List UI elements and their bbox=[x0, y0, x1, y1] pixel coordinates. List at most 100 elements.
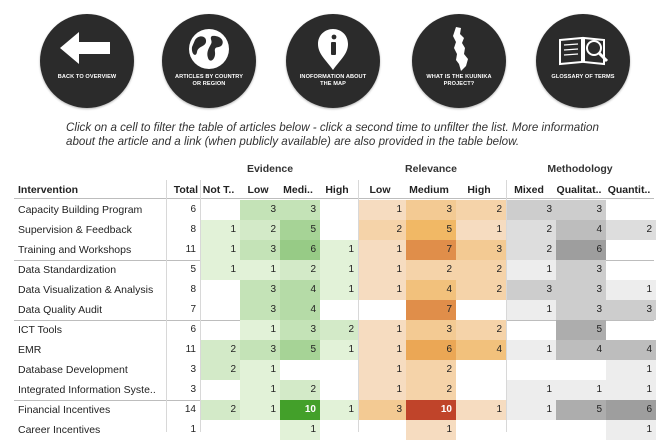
heatmap-cell[interactable]: 5 bbox=[556, 320, 606, 340]
heatmap-cell[interactable]: 1 bbox=[506, 300, 556, 320]
column-header-6[interactable]: High bbox=[467, 184, 491, 196]
heatmap-cell[interactable]: 1 bbox=[456, 400, 506, 420]
heatmap-cell[interactable]: 3 bbox=[556, 260, 606, 280]
column-header-2[interactable]: Medi.. bbox=[283, 184, 313, 196]
heatmap-cell[interactable]: 4 bbox=[280, 300, 320, 320]
row-label[interactable]: Integrated Information Syste.. bbox=[18, 384, 156, 396]
heatmap-cell[interactable]: 2 bbox=[280, 380, 320, 400]
heatmap-cell[interactable]: 1 bbox=[201, 240, 240, 260]
heatmap-cell[interactable]: 1 bbox=[606, 380, 656, 400]
heatmap-cell[interactable]: 6 bbox=[556, 240, 606, 260]
heatmap-cell[interactable]: 10 bbox=[406, 400, 456, 420]
heatmap-cell[interactable] bbox=[320, 220, 358, 240]
heatmap-cell[interactable]: 1 bbox=[606, 420, 656, 440]
heatmap-cell[interactable]: 1 bbox=[556, 380, 606, 400]
heatmap-cell[interactable]: 2 bbox=[320, 320, 358, 340]
column-header-4[interactable]: Low bbox=[369, 184, 391, 196]
column-header-8[interactable]: Qualitat.. bbox=[556, 184, 602, 196]
heatmap-cell[interactable]: 1 bbox=[358, 380, 406, 400]
heatmap-cell[interactable]: 2 bbox=[456, 260, 506, 280]
column-header-7[interactable]: Mixed bbox=[514, 184, 544, 196]
heatmap-cell[interactable] bbox=[506, 360, 556, 380]
heatmap-cell[interactable]: 2 bbox=[506, 240, 556, 260]
heatmap-cell[interactable]: 3 bbox=[556, 280, 606, 300]
heatmap-cell[interactable]: 5 bbox=[280, 220, 320, 240]
heatmap-cell[interactable]: 5 bbox=[280, 340, 320, 360]
heatmap-cell[interactable]: 1 bbox=[358, 320, 406, 340]
heatmap-cell[interactable]: 3 bbox=[406, 320, 456, 340]
heatmap-cell[interactable] bbox=[556, 420, 606, 440]
row-label[interactable]: Supervision & Feedback bbox=[18, 224, 132, 236]
heatmap-cell[interactable] bbox=[456, 360, 506, 380]
heatmap-cell[interactable] bbox=[320, 300, 358, 320]
heatmap-cell[interactable]: 1 bbox=[358, 200, 406, 220]
heatmap-cell[interactable]: 2 bbox=[456, 200, 506, 220]
row-label[interactable]: Capacity Building Program bbox=[18, 204, 143, 216]
heatmap-cell[interactable]: 3 bbox=[506, 280, 556, 300]
heatmap-cell[interactable]: 3 bbox=[358, 400, 406, 420]
heatmap-cell[interactable]: 10 bbox=[280, 400, 320, 420]
column-header-9[interactable]: Quantit.. bbox=[607, 184, 651, 196]
heatmap-cell[interactable]: 1 bbox=[240, 400, 280, 420]
heatmap-cell[interactable]: 1 bbox=[358, 360, 406, 380]
heatmap-cell[interactable] bbox=[320, 380, 358, 400]
heatmap-cell[interactable]: 4 bbox=[280, 280, 320, 300]
heatmap-cell[interactable]: 3 bbox=[606, 300, 656, 320]
heatmap-cell[interactable] bbox=[606, 260, 656, 280]
heatmap-cell[interactable]: 3 bbox=[240, 280, 280, 300]
heatmap-cell[interactable]: 1 bbox=[320, 340, 358, 360]
heatmap-cell[interactable]: 2 bbox=[240, 220, 280, 240]
heatmap-cell[interactable]: 2 bbox=[358, 220, 406, 240]
heatmap-cell[interactable]: 2 bbox=[201, 400, 240, 420]
heatmap-cell[interactable] bbox=[201, 280, 240, 300]
heatmap-cell[interactable]: 3 bbox=[240, 300, 280, 320]
row-total[interactable]: 5 bbox=[190, 264, 196, 275]
column-header-1[interactable]: Low bbox=[247, 184, 269, 196]
heatmap-cell[interactable]: 5 bbox=[406, 220, 456, 240]
heatmap-cell[interactable] bbox=[201, 320, 240, 340]
heatmap-cell[interactable]: 1 bbox=[320, 280, 358, 300]
row-label[interactable]: EMR bbox=[18, 344, 42, 356]
heatmap-cell[interactable]: 1 bbox=[506, 340, 556, 360]
heatmap-cell[interactable] bbox=[556, 360, 606, 380]
heatmap-cell[interactable]: 1 bbox=[456, 220, 506, 240]
row-total[interactable]: 6 bbox=[190, 204, 196, 215]
articles-by-country-button[interactable]: Articles by country or region bbox=[162, 14, 256, 108]
heatmap-cell[interactable] bbox=[280, 360, 320, 380]
heatmap-cell[interactable]: 4 bbox=[406, 280, 456, 300]
heatmap-cell[interactable]: 1 bbox=[240, 360, 280, 380]
heatmap-cell[interactable] bbox=[606, 200, 656, 220]
heatmap-cell[interactable]: 2 bbox=[606, 220, 656, 240]
heatmap-cell[interactable]: 4 bbox=[556, 220, 606, 240]
column-header-5[interactable]: Medium bbox=[409, 184, 449, 196]
heatmap-cell[interactable]: 7 bbox=[406, 240, 456, 260]
heatmap-cell[interactable]: 6 bbox=[406, 340, 456, 360]
heatmap-cell[interactable]: 1 bbox=[280, 420, 320, 440]
heatmap-cell[interactable]: 4 bbox=[606, 340, 656, 360]
heatmap-cell[interactable] bbox=[506, 420, 556, 440]
heatmap-cell[interactable] bbox=[320, 200, 358, 220]
row-total[interactable]: 11 bbox=[185, 244, 196, 255]
heatmap-cell[interactable]: 1 bbox=[506, 400, 556, 420]
row-total[interactable]: 11 bbox=[185, 344, 196, 355]
row-total[interactable]: 1 bbox=[190, 424, 196, 435]
row-total[interactable]: 8 bbox=[190, 224, 196, 235]
heatmap-cell[interactable]: 1 bbox=[406, 420, 456, 440]
row-total[interactable]: 3 bbox=[190, 384, 196, 395]
heatmap-cell[interactable]: 1 bbox=[506, 380, 556, 400]
heatmap-cell[interactable] bbox=[606, 240, 656, 260]
heatmap-cell[interactable]: 7 bbox=[406, 300, 456, 320]
heatmap-cell[interactable] bbox=[456, 380, 506, 400]
heatmap-cell[interactable]: 1 bbox=[506, 260, 556, 280]
heatmap-cell[interactable]: 1 bbox=[358, 240, 406, 260]
heatmap-cell[interactable] bbox=[201, 420, 240, 440]
heatmap-cell[interactable]: 1 bbox=[358, 260, 406, 280]
row-label[interactable]: Career Incentives bbox=[18, 424, 101, 436]
heatmap-cell[interactable]: 6 bbox=[606, 400, 656, 420]
row-label[interactable]: Data Visualization & Analysis bbox=[18, 284, 154, 296]
heatmap-cell[interactable]: 2 bbox=[406, 360, 456, 380]
heatmap-cell[interactable]: 4 bbox=[556, 340, 606, 360]
heatmap-cell[interactable]: 2 bbox=[201, 340, 240, 360]
heatmap-cell[interactable]: 2 bbox=[506, 220, 556, 240]
heatmap-cell[interactable]: 1 bbox=[606, 280, 656, 300]
